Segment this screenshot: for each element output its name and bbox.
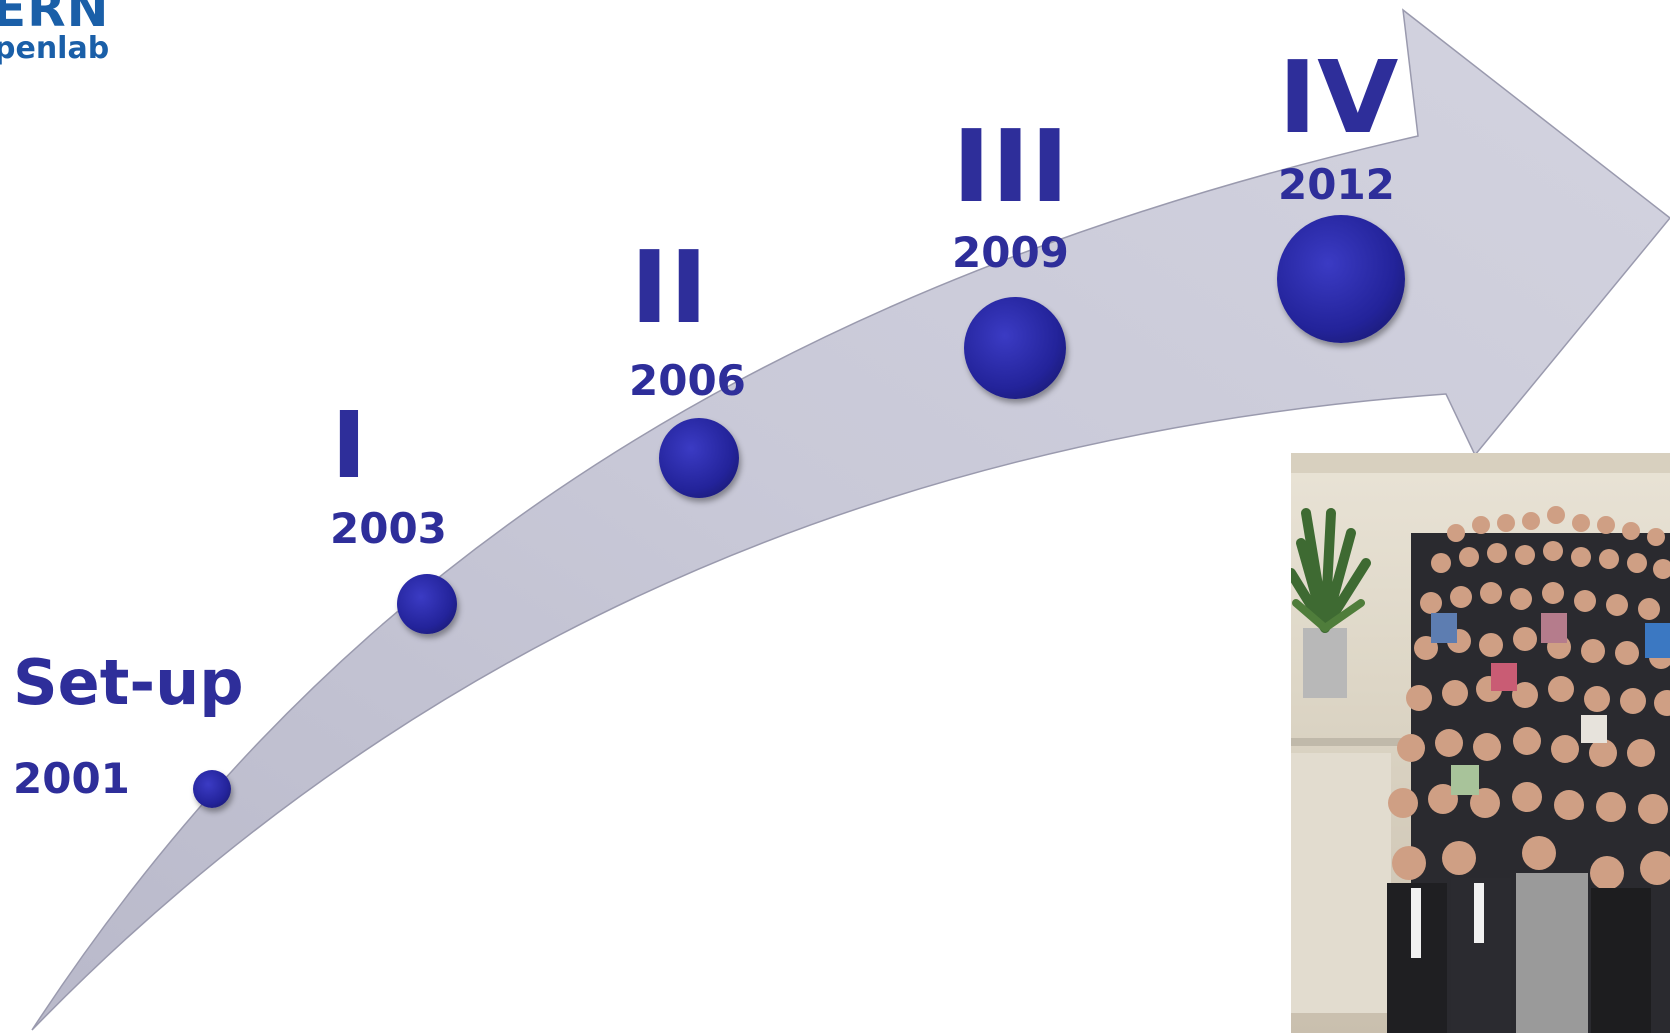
group-photo-illustration bbox=[1291, 453, 1670, 1033]
logo-line-1: ERN bbox=[0, 0, 110, 38]
milestone-dot-4 bbox=[1277, 215, 1405, 343]
milestone-1-year: 2003 bbox=[330, 504, 447, 553]
milestone-dot-setup bbox=[193, 770, 231, 808]
arrow-body bbox=[31, 8, 1670, 1031]
crowd bbox=[1387, 506, 1670, 1033]
milestone-setup-label: Set-up bbox=[13, 646, 244, 719]
plant-icon bbox=[1291, 508, 1371, 698]
milestone-1-phase: I bbox=[331, 392, 367, 499]
cern-openlab-logo: ERN penlab bbox=[0, 0, 110, 64]
milestone-4-phase: IV bbox=[1278, 39, 1399, 156]
milestone-dot-1 bbox=[397, 574, 457, 634]
milestone-2-phase: II bbox=[630, 229, 709, 346]
milestone-4-year: 2012 bbox=[1278, 160, 1395, 209]
group-photo bbox=[1291, 453, 1670, 1033]
milestone-3-year: 2009 bbox=[952, 228, 1069, 277]
milestone-dot-3 bbox=[964, 297, 1066, 399]
milestone-setup-year: 2001 bbox=[13, 754, 130, 803]
milestone-dot-2 bbox=[659, 418, 739, 498]
logo-line-2: penlab bbox=[0, 31, 110, 66]
milestone-3-phase: III bbox=[952, 108, 1070, 225]
milestone-2-year: 2006 bbox=[629, 356, 746, 405]
